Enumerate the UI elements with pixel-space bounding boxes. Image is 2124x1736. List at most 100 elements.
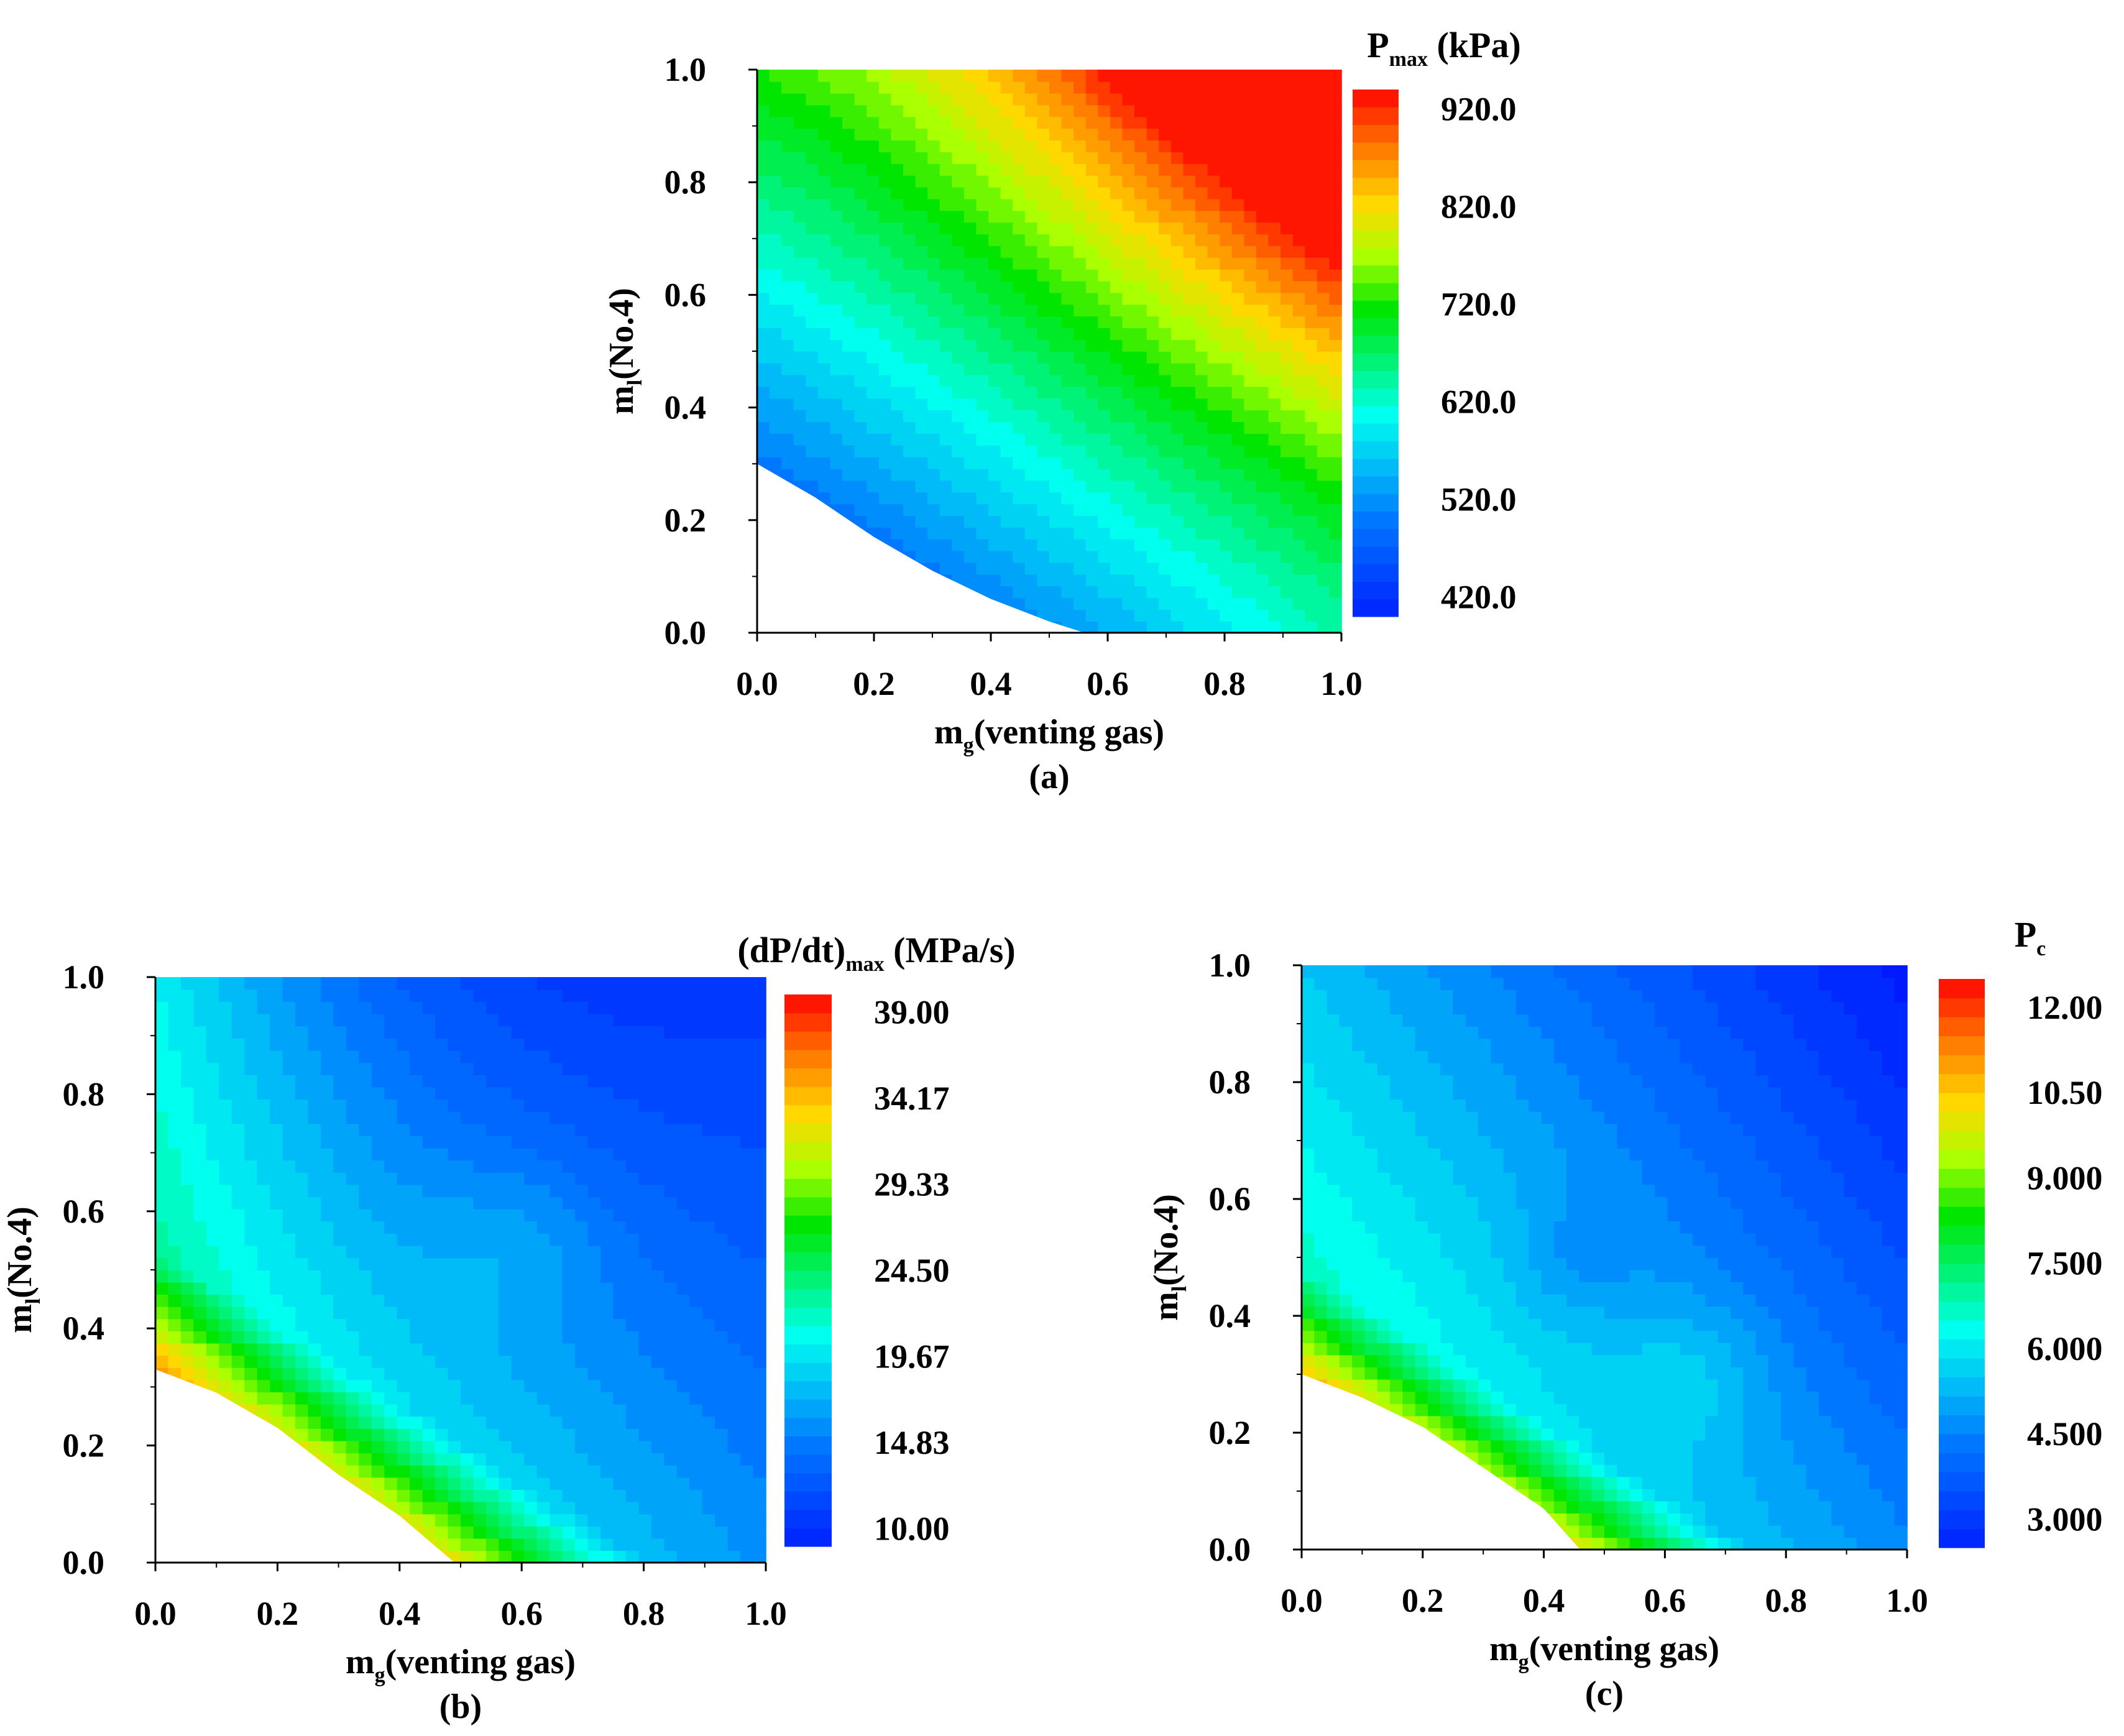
heatmap-cell	[1098, 586, 1111, 599]
heatmap-cell	[587, 1465, 601, 1478]
heatmap-cell	[1049, 70, 1062, 82]
heatmap-cell	[270, 1355, 283, 1368]
heatmap-cell	[1280, 128, 1294, 141]
heatmap-cell	[1244, 128, 1257, 141]
heatmap-cell	[1024, 328, 1038, 340]
heatmap-cell	[397, 1257, 410, 1270]
heatmap-cell	[1317, 280, 1330, 293]
heatmap-cell	[206, 1160, 220, 1173]
heatmap-cell	[1146, 621, 1160, 633]
heatmap-cell	[1339, 1221, 1353, 1234]
heatmap-cell	[308, 1099, 321, 1112]
heatmap-cell	[757, 328, 770, 340]
heatmap-cell	[1317, 222, 1330, 235]
heatmap-cell	[793, 386, 807, 399]
heatmap-cell	[854, 515, 868, 528]
heatmap-cell	[727, 1343, 741, 1356]
heatmap-cell	[1317, 70, 1330, 82]
heatmap-cell	[1013, 128, 1026, 141]
heatmap-cell	[927, 515, 940, 528]
heatmap-cell	[1280, 222, 1294, 235]
heatmap-cell	[1122, 433, 1135, 446]
heatmap-cell	[600, 1233, 614, 1246]
heatmap-cell	[625, 1465, 640, 1478]
heatmap-cell	[715, 1062, 729, 1075]
heatmap-cell	[1305, 539, 1318, 551]
heatmap-cell	[939, 539, 953, 551]
heatmap-cell	[320, 1440, 334, 1454]
heatmap-cell	[1195, 374, 1208, 387]
heatmap-cell	[257, 1270, 270, 1283]
heatmap-cell	[448, 1465, 461, 1478]
heatmap-cell	[155, 1062, 169, 1075]
heatmap-cell	[1170, 539, 1184, 551]
heatmap-cell	[806, 433, 819, 446]
heatmap-cell	[397, 1367, 410, 1380]
heatmap-cell	[371, 1136, 385, 1149]
heatmap-cell	[333, 1099, 347, 1112]
heatmap-cell	[793, 234, 807, 246]
heatmap-cell	[524, 1501, 538, 1515]
heatmap-cell	[270, 1038, 283, 1051]
heatmap-cell	[1073, 597, 1087, 610]
heatmap-cell	[193, 1038, 207, 1051]
heatmap-cell	[1049, 503, 1062, 517]
heatmap-cell	[793, 456, 807, 469]
heatmap-cell	[715, 1403, 729, 1417]
heatmap-cell	[952, 316, 965, 329]
heatmap-cell	[231, 1331, 246, 1344]
heatmap-cell	[927, 280, 940, 293]
heatmap-cell	[915, 70, 928, 82]
heatmap-cell	[1098, 597, 1111, 610]
heatmap-cell	[1098, 234, 1111, 246]
heatmap-cell	[575, 1306, 589, 1320]
heatmap-cell	[1207, 328, 1220, 340]
heatmap-cell	[613, 1343, 627, 1356]
heatmap-cell	[1268, 374, 1281, 387]
heatmap-cell	[1037, 210, 1050, 223]
heatmap-cell	[1000, 269, 1014, 282]
heatmap-cell	[422, 1013, 436, 1027]
heatmap-cell	[1159, 163, 1172, 176]
heatmap-cell	[769, 186, 782, 200]
heatmap-cell	[927, 269, 940, 282]
heatmap-cell	[1220, 81, 1233, 94]
heatmap-cell	[499, 1501, 512, 1515]
heatmap-cell	[1122, 328, 1135, 340]
heatmap-cell	[806, 304, 819, 317]
panel-a: 0.0 0.2 0.4 0.6 0.8 1.00.00.20.40.60.81.0mg(v…	[602, 25, 1521, 796]
heatmap-cell	[715, 1208, 729, 1222]
heatmap-cell	[727, 1550, 741, 1563]
heatmap-cell	[587, 1099, 601, 1112]
heatmap-cell	[359, 1392, 372, 1405]
heatmap-cell	[976, 280, 989, 293]
heatmap-cell	[638, 1136, 652, 1149]
heatmap-cell	[1061, 539, 1074, 551]
heatmap-cell	[1098, 198, 1111, 211]
heatmap-cell	[1207, 621, 1220, 633]
heatmap-cell	[1134, 292, 1147, 305]
heatmap-cell	[499, 1062, 512, 1075]
heatmap-cell	[878, 503, 892, 517]
heatmap-cell	[397, 1013, 410, 1027]
heatmap-cell	[282, 1392, 296, 1405]
heatmap-cell	[854, 210, 868, 223]
heatmap-cell	[1122, 198, 1135, 211]
heatmap-cell	[1146, 163, 1160, 176]
heatmap-cell	[384, 1001, 398, 1014]
heatmap-cell	[715, 1257, 729, 1270]
heatmap-cell	[1073, 445, 1087, 457]
heatmap-cell	[689, 1245, 703, 1259]
heatmap-cell	[625, 1343, 640, 1356]
heatmap-cell	[689, 1318, 703, 1331]
heatmap-cell	[333, 1123, 347, 1136]
heatmap-cell	[410, 1477, 423, 1490]
heatmap-cell	[1220, 456, 1233, 469]
heatmap-cell	[397, 1001, 410, 1014]
heatmap-cell	[346, 1270, 360, 1283]
heatmap-cell	[549, 1379, 563, 1393]
heatmap-cell	[1024, 362, 1038, 375]
heatmap-cell	[793, 198, 807, 211]
heatmap-cell	[753, 1172, 766, 1185]
heatmap-cell	[769, 328, 782, 340]
